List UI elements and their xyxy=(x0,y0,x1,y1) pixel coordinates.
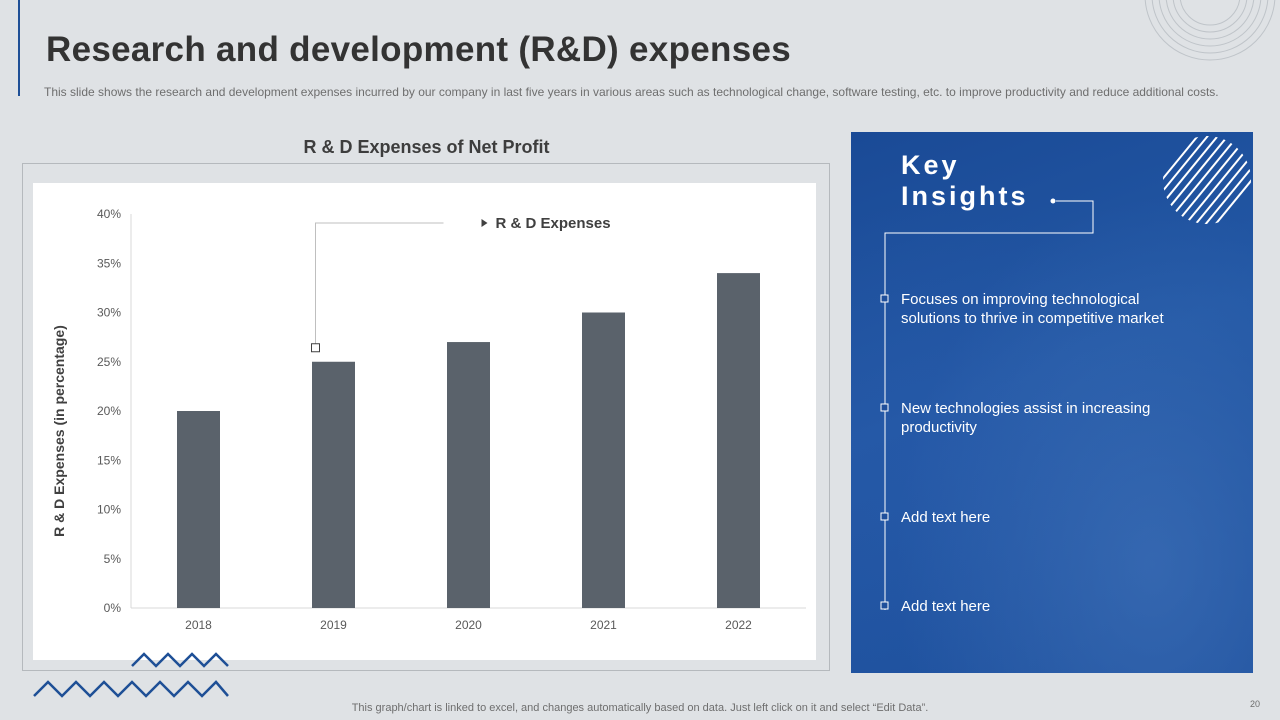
y-tick-label: 35% xyxy=(97,256,121,270)
zigzag-decor-large xyxy=(33,680,229,698)
bar-2020 xyxy=(447,342,490,608)
bullet-marker-3 xyxy=(880,512,889,521)
chart-panel[interactable]: 0% 5% 10% 15% 20% 25% 30% 35% 40% R & D Expenses … xyxy=(33,183,816,660)
insight-item-2: New technologies assist in increasing pr… xyxy=(901,400,1151,436)
bar-2019 xyxy=(312,361,355,608)
y-tick-label: 5% xyxy=(104,552,122,566)
bar-2021 xyxy=(582,312,625,608)
annotation-marker xyxy=(311,343,320,353)
y-tick-label: 0% xyxy=(104,601,122,615)
x-tick-label: 2019 xyxy=(320,618,347,632)
slide-title: Research and development (R&D) expenses xyxy=(46,30,791,69)
bullet-marker-1 xyxy=(880,294,889,303)
slide-subtitle: This slide shows the research and develo… xyxy=(44,85,1219,99)
x-tick-label: 2022 xyxy=(725,618,752,632)
annotation-label: R & D Expenses xyxy=(496,215,611,232)
x-tick-label: 2021 xyxy=(590,618,617,632)
chart-title: R & D Expenses of Net Profit xyxy=(303,137,550,157)
insight-item-1: Focuses on improving technological solut… xyxy=(901,291,1164,327)
y-tick-label: 15% xyxy=(97,453,121,467)
footer-note: This graph/chart is linked to excel, and… xyxy=(351,702,929,714)
title-connector-dot xyxy=(1050,198,1056,204)
key-insights-panel: Key Insights Focuses on improving techno… xyxy=(851,132,1253,673)
bullet-marker-4 xyxy=(880,601,889,610)
y-tick-label: 20% xyxy=(97,404,121,418)
annotation-leader xyxy=(315,222,444,344)
y-tick-label: 40% xyxy=(97,207,121,221)
y-tick-label: 30% xyxy=(97,306,121,320)
x-tick-label: 2018 xyxy=(185,618,212,632)
page-number: 20 xyxy=(1249,699,1260,709)
insights-title-line2: Insights xyxy=(901,181,1029,211)
insights-title: Key Insights xyxy=(901,150,1029,212)
insights-title-line1: Key xyxy=(901,150,960,180)
y-axis-title: R & D Expenses (in percentage) xyxy=(51,325,67,537)
insight-item-4: Add text here xyxy=(901,598,991,615)
annotation-arrow-icon xyxy=(481,219,488,227)
x-tick-label: 2020 xyxy=(455,618,482,632)
y-tick-label: 25% xyxy=(97,355,121,369)
title-accent-bar xyxy=(18,0,20,96)
y-tick-label: 10% xyxy=(97,503,121,517)
insights-decor xyxy=(880,136,1251,610)
insights-background xyxy=(851,132,1253,673)
zigzag-decor-small xyxy=(131,652,229,668)
decorative-circles xyxy=(1144,0,1276,61)
insight-item-3: Add text here xyxy=(901,509,991,526)
bar-2022 xyxy=(717,273,760,608)
bullet-marker-2 xyxy=(880,403,889,412)
bar-2018 xyxy=(177,411,220,608)
bar-chart[interactable]: 0% 5% 10% 15% 20% 25% 30% 35% 40% R & D Expenses … xyxy=(33,183,816,660)
